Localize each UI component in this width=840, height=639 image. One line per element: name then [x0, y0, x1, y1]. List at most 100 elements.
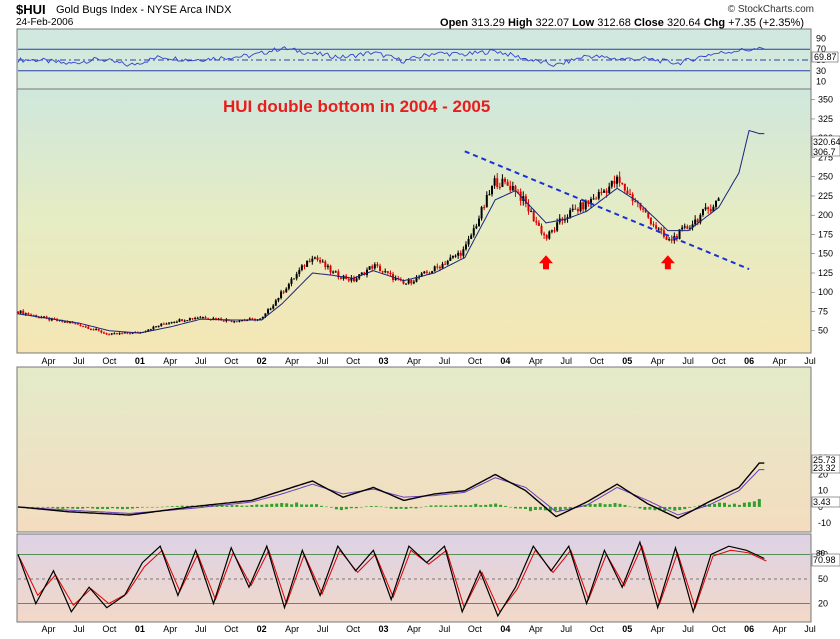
- price-body: [155, 326, 158, 328]
- price-body: [491, 185, 494, 195]
- price-body: [405, 283, 408, 285]
- price-body: [438, 266, 441, 269]
- price-body: [379, 265, 382, 272]
- macd-histogram-bar: [673, 506, 677, 511]
- price-body: [493, 178, 496, 186]
- macd-histogram-bar: [558, 506, 562, 511]
- price-body: [248, 318, 251, 321]
- price-body: [22, 310, 25, 315]
- price-body: [636, 202, 639, 204]
- price-body: [63, 321, 66, 323]
- price-body: [300, 265, 303, 270]
- stoch-x-tick-label: Jul: [804, 624, 816, 634]
- price-body: [82, 326, 85, 328]
- price-body: [32, 314, 35, 316]
- macd-histogram-bar: [111, 506, 115, 509]
- price-body: [618, 176, 621, 183]
- price-body: [37, 317, 40, 319]
- price-body: [332, 271, 335, 273]
- price-body: [514, 186, 517, 192]
- macd-histogram-bar: [504, 505, 508, 507]
- price-body: [428, 272, 431, 274]
- stoch-tick-label: 50: [818, 574, 828, 584]
- macd-value-box: [811, 454, 840, 474]
- rsi-tick-label: 70: [816, 44, 826, 54]
- price-body: [686, 226, 689, 229]
- macd-histogram-bar: [245, 505, 249, 507]
- stoch-x-tick-label: Oct: [102, 624, 117, 634]
- macd-histogram-bar: [648, 506, 652, 510]
- brand-label: © StockCharts.com: [727, 4, 814, 15]
- price-body: [173, 321, 176, 323]
- price-body: [280, 291, 283, 298]
- price-body: [105, 332, 108, 335]
- bottom-arrow-icon: [539, 255, 553, 270]
- price-body: [97, 329, 100, 331]
- stoch-x-tick-label: Jul: [439, 624, 451, 634]
- macd-histogram-bar: [300, 504, 304, 507]
- macd-histogram-bar: [205, 504, 209, 507]
- price-body: [316, 257, 319, 260]
- price-body: [287, 283, 290, 289]
- price-body: [527, 203, 530, 212]
- macd-histogram-bar: [688, 506, 692, 508]
- rsi-tick-label: 90: [816, 33, 826, 43]
- macd-histogram-bar: [101, 506, 105, 509]
- price-panel-bg: [16, 88, 812, 354]
- macd-histogram-bar: [553, 506, 557, 511]
- macd-signal-label: 23.32: [813, 463, 836, 473]
- macd-histogram-bar: [275, 503, 279, 507]
- price-body: [53, 318, 56, 320]
- stoch-value-box: [811, 553, 840, 567]
- price-body: [683, 226, 686, 228]
- price-body: [259, 318, 262, 320]
- price-body: [509, 185, 512, 191]
- price-body: [306, 260, 309, 267]
- macd-histogram-bar: [658, 506, 662, 511]
- rsi-tick-label: 30: [816, 66, 826, 76]
- chg-value: +7.35 (+2.35%): [728, 17, 804, 29]
- macd-histogram-bar: [315, 504, 319, 507]
- price-body: [71, 322, 74, 324]
- price-body: [483, 207, 486, 209]
- price-body: [574, 208, 577, 210]
- macd-histogram-bar: [469, 505, 473, 507]
- macd-histogram-bar: [563, 506, 567, 509]
- stoch-x-tick-label: 05: [622, 624, 632, 634]
- price-tick-label: 150: [818, 249, 833, 259]
- price-body: [605, 190, 608, 194]
- macd-histogram-bar: [444, 505, 448, 507]
- stoch-tick-label: 20: [818, 599, 828, 609]
- macd-histogram-bar: [354, 506, 358, 509]
- price-body: [118, 333, 121, 335]
- macd-histogram-bar: [543, 506, 547, 511]
- price-tick-label: 350: [818, 95, 833, 105]
- price-body: [444, 263, 447, 265]
- macd-histogram-bar: [150, 506, 154, 508]
- macd-histogram-bar: [598, 503, 602, 507]
- price-close-label: 320.64: [813, 137, 840, 147]
- price-tick-label: 125: [818, 268, 833, 278]
- price-body: [128, 333, 131, 335]
- price-body: [657, 228, 660, 230]
- macd-histogram-bar: [319, 505, 323, 507]
- price-body: [347, 279, 350, 281]
- macd-histogram-bar: [678, 506, 682, 511]
- price-body: [407, 279, 410, 284]
- macd-histogram-bar: [459, 505, 463, 507]
- price-body: [532, 211, 535, 222]
- price-body: [647, 212, 650, 218]
- price-body: [191, 318, 194, 320]
- price-body: [381, 271, 384, 273]
- macd-histogram-bar: [344, 506, 348, 510]
- macd-histogram-bar: [86, 506, 90, 508]
- price-body: [589, 199, 592, 204]
- macd-histogram-bar: [339, 506, 343, 511]
- price-tick-label: 225: [818, 191, 833, 201]
- price-x-tick-label: Oct: [590, 356, 605, 366]
- price-body: [608, 186, 611, 194]
- price-body: [384, 271, 387, 273]
- price-body: [616, 176, 619, 184]
- price-ma-label: 306.7: [813, 147, 836, 157]
- price-body: [662, 230, 665, 237]
